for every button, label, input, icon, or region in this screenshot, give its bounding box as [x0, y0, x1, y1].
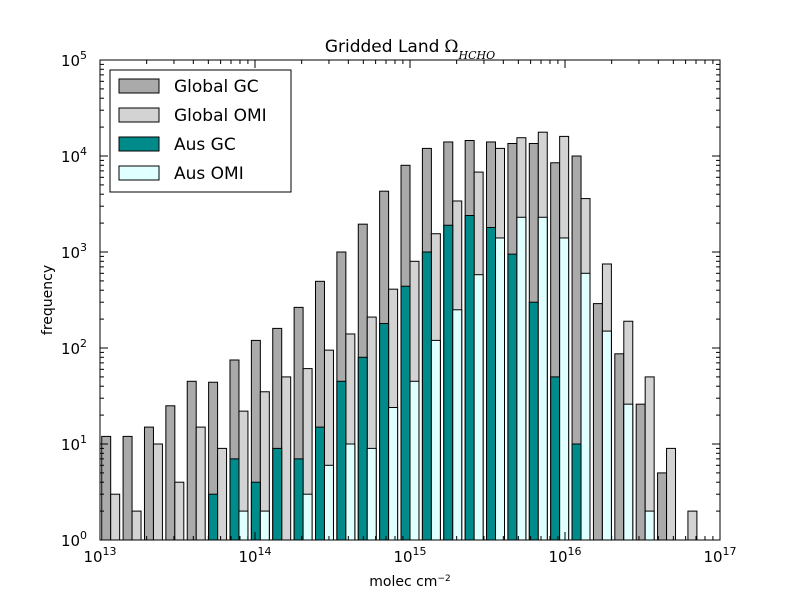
bar-aus-gc-10	[315, 426, 325, 541]
legend-label-aus-omi: Aus OMI	[174, 164, 244, 184]
bar-global-gc-26	[657, 472, 668, 541]
chart-title: Gridded Land ΩHCHO	[325, 37, 495, 62]
bar-aus-gc-20	[528, 301, 539, 541]
ticks-layer: 1013 1014 1015 1016 1017 100 101 102 103 104 105	[61, 49, 737, 566]
bar-global-gc-3	[165, 405, 176, 541]
bar-global-gc-23	[592, 303, 603, 541]
bar-global-gc-1	[122, 435, 133, 541]
bar-aus-gc-13	[379, 322, 390, 541]
bar-aus-omi-17	[473, 274, 484, 541]
bar-global-omi-27	[687, 510, 698, 541]
bar-aus-gc-17	[464, 215, 475, 541]
bar-aus-gc-6	[229, 458, 240, 541]
legend-label-global-omi: Global OMI	[174, 106, 267, 126]
bar-aus-omi-25	[644, 510, 655, 541]
bar-aus-omi-12	[366, 447, 377, 541]
y-tick-label: 101	[61, 433, 87, 454]
bar-aus-gc-22	[571, 443, 582, 541]
bar-global-gc-25	[635, 403, 646, 541]
bar-global-omi-5	[217, 447, 228, 541]
legend-label-aus-gc: Aus GC	[174, 135, 236, 155]
bar-global-gc-24	[614, 353, 625, 541]
bar-global-omi-0	[110, 493, 121, 541]
bar-global-omi-8	[281, 376, 292, 541]
bar-aus-gc-8	[272, 447, 283, 541]
bar-aus-omi-24	[623, 403, 634, 541]
bar-aus-omi-7	[259, 510, 270, 541]
bar-aus-omi-10	[323, 464, 334, 541]
legend-swatch-aus-gc	[118, 136, 160, 152]
y-axis-label: frequency	[40, 265, 56, 335]
bar-aus-omi-13	[388, 407, 399, 541]
x-tick-label: 1014	[238, 545, 271, 566]
bar-global-omi-3	[174, 481, 185, 541]
bar-aus-omi-19	[516, 216, 527, 541]
bar-aus-gc-11	[336, 380, 347, 541]
bar-global-omi-2	[152, 443, 163, 541]
x-tick-label: 1016	[548, 545, 581, 566]
y-tick-label: 100	[61, 529, 87, 550]
bar-aus-omi-9	[302, 493, 313, 541]
y-tick-label: 102	[61, 337, 87, 358]
bar-aus-gc-9	[293, 458, 304, 541]
bar-aus-gc-14	[400, 285, 411, 541]
x-axis-label: molec cm−2	[369, 574, 450, 590]
bar-global-omi-1	[131, 510, 142, 541]
bar-global-gc-2	[143, 426, 154, 541]
bar-aus-omi-23	[601, 330, 612, 541]
bar-aus-omi-22	[580, 272, 591, 541]
bar-aus-omi-6	[238, 510, 249, 541]
legend: Global GC Global OMI Aus GC Aus OMI	[109, 69, 292, 193]
x-tick-label: 1013	[83, 545, 116, 566]
bars-layer	[101, 131, 698, 541]
bar-aus-omi-11	[345, 443, 356, 541]
bar-global-omi-4	[195, 426, 206, 541]
bar-aus-gc-21	[550, 376, 561, 541]
bar-aus-gc-19	[507, 253, 518, 541]
bar-aus-gc-18	[486, 226, 497, 541]
bar-aus-gc-7	[250, 481, 261, 541]
y-tick-label: 103	[61, 241, 87, 262]
bar-aus-omi-20	[537, 216, 548, 541]
bar-aus-omi-15	[430, 339, 441, 541]
bar-aus-gc-16	[443, 224, 454, 541]
x-tick-label: 1015	[393, 545, 426, 566]
bar-aus-gc-5	[208, 493, 219, 541]
x-tick-label: 1017	[703, 545, 736, 566]
bar-aus-omi-16	[452, 309, 463, 541]
legend-swatch-aus-omi	[118, 165, 160, 181]
bar-global-omi-26	[666, 447, 677, 541]
legend-label-global-gc: Global GC	[174, 77, 259, 97]
bar-global-gc-0	[101, 435, 112, 541]
legend-swatch-global-gc	[118, 78, 160, 94]
y-tick-label: 104	[61, 145, 87, 166]
bar-aus-omi-21	[559, 237, 570, 541]
bar-global-gc-4	[186, 380, 197, 541]
bar-aus-omi-14	[409, 380, 420, 541]
bar-aus-omi-18	[495, 237, 505, 541]
legend-swatch-global-omi	[118, 107, 160, 123]
bar-aus-gc-12	[357, 356, 368, 541]
bar-aus-gc-15	[421, 251, 432, 541]
y-tick-label: 105	[61, 49, 87, 70]
